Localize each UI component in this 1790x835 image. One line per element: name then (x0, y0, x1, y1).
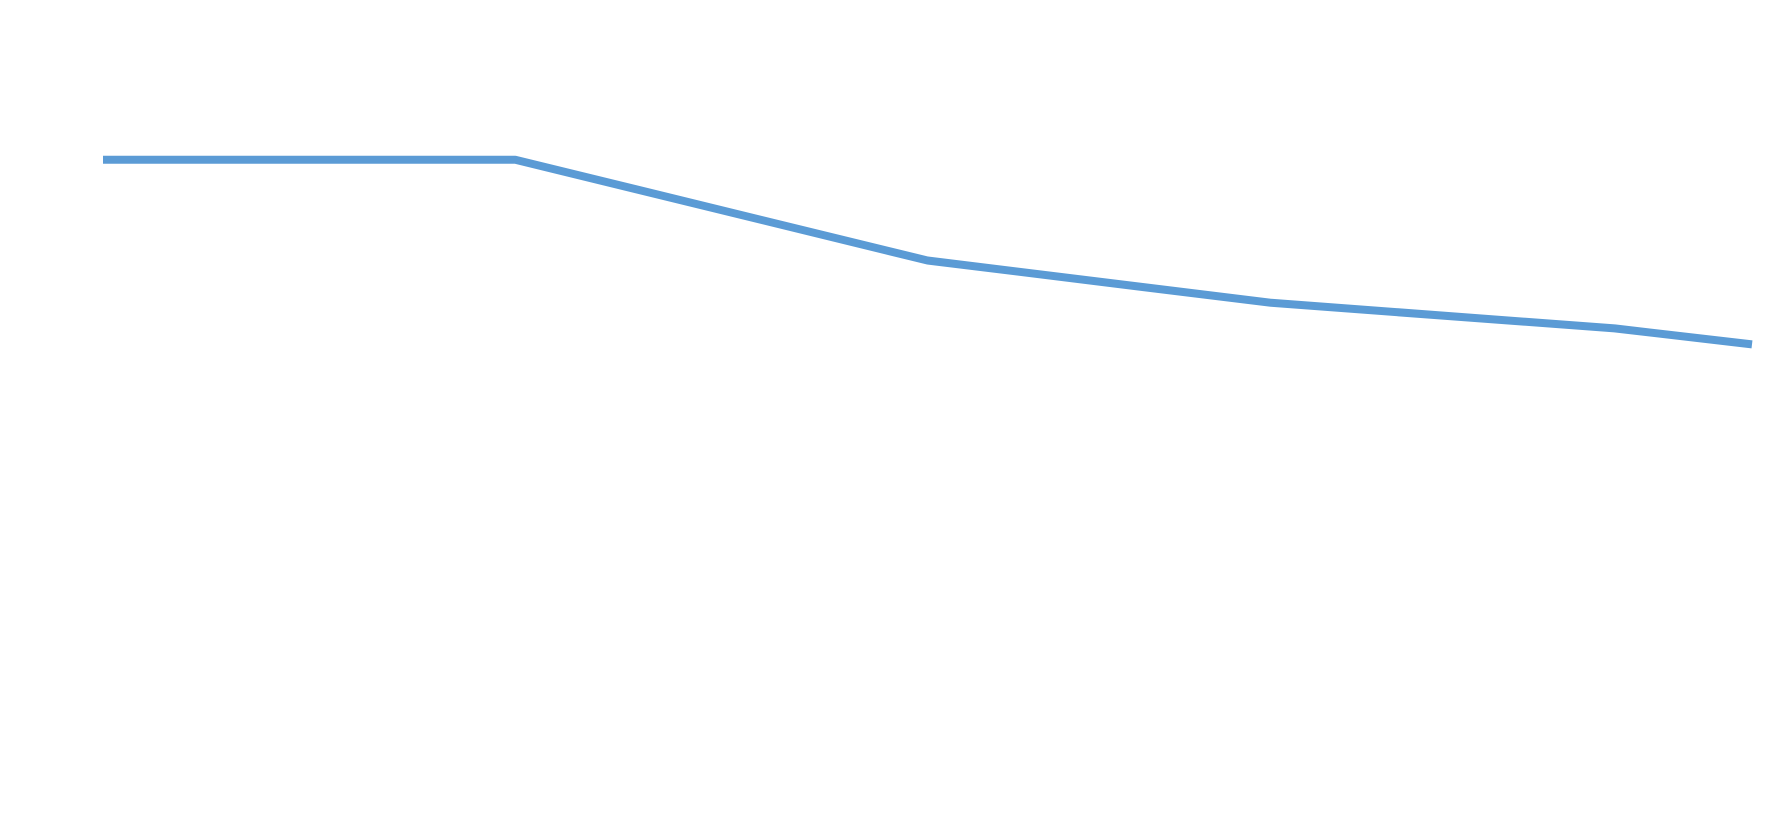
data-line (103, 155, 1753, 349)
